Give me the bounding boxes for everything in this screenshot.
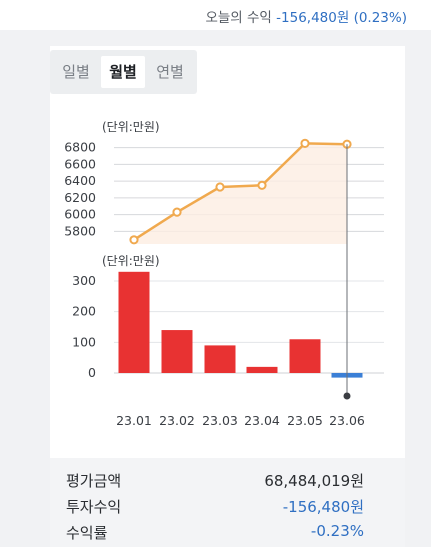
bar-y-tick-label: 300	[72, 273, 96, 288]
today-profit: 오늘의 수익 -156,480원 (0.23%)	[205, 6, 407, 26]
line-area-fill	[134, 143, 347, 244]
bar-y-tick-label: 0	[88, 365, 96, 380]
eval-label: 평가금액	[66, 472, 122, 490]
bar-23.04	[246, 366, 278, 373]
x-tick-label: 23.04	[244, 413, 280, 428]
line-unit-label: (단위:만원)	[102, 120, 160, 134]
x-tick-label: 23.03	[202, 413, 238, 428]
summary-row-eval: 평가금액 68,484,019원	[50, 470, 405, 494]
profit-label: 투자수익	[66, 498, 122, 516]
x-tick-label: 23.06	[329, 413, 365, 428]
tab-monthly[interactable]: 월별	[101, 56, 145, 88]
summary-row-rate: 수익률 -0.23%	[50, 522, 405, 546]
rate-label: 수익률	[66, 524, 108, 542]
bar-23.03	[204, 345, 236, 373]
bar-y-tick-label: 100	[72, 334, 96, 349]
eval-value: 68,484,019원	[264, 472, 364, 490]
line-point-23.04	[257, 180, 267, 190]
summary-box: 평가금액 68,484,019원 투자수익 -156,480원 수익률 -0.2…	[50, 458, 405, 547]
period-tabs: 일별 월별 연별	[50, 50, 197, 94]
line-y-tick-label: 6800	[64, 140, 96, 155]
bar-unit-label: (단위:만원)	[102, 254, 160, 268]
bar-23.02	[161, 330, 193, 373]
x-tick-label: 23.01	[116, 413, 152, 428]
bar-23.05	[289, 339, 321, 373]
today-profit-label: 오늘의 수익	[205, 10, 272, 26]
crosshair-handle	[343, 392, 351, 400]
line-y-tick-label: 6400	[64, 173, 96, 188]
top-card: 오늘의 수익 -156,480원 (0.23%)	[0, 0, 431, 30]
bar-23.01	[118, 271, 150, 373]
tab-daily[interactable]: 일별	[62, 63, 90, 81]
line-point-23.03	[215, 182, 225, 192]
bar-y-tick-label: 200	[72, 304, 96, 319]
today-profit-value: -156,480원 (0.23%)	[276, 10, 407, 26]
line-y-tick-label: 6000	[64, 207, 96, 222]
x-tick-label: 23.02	[159, 413, 195, 428]
rate-value: -0.23%	[310, 522, 364, 540]
line-y-tick-label: 5800	[64, 223, 96, 238]
line-y-tick-label: 6600	[64, 156, 96, 171]
line-point-23.05	[300, 138, 310, 148]
profit-value: -156,480원	[282, 498, 364, 516]
line-series	[133, 142, 348, 241]
x-tick-label: 23.05	[287, 413, 323, 428]
tab-yearly[interactable]: 연별	[156, 63, 184, 81]
line-point-23.01	[129, 235, 139, 245]
line-point-23.02	[172, 207, 182, 217]
line-y-tick-label: 6200	[64, 190, 96, 205]
summary-row-profit: 투자수익 -156,480원	[50, 496, 405, 520]
